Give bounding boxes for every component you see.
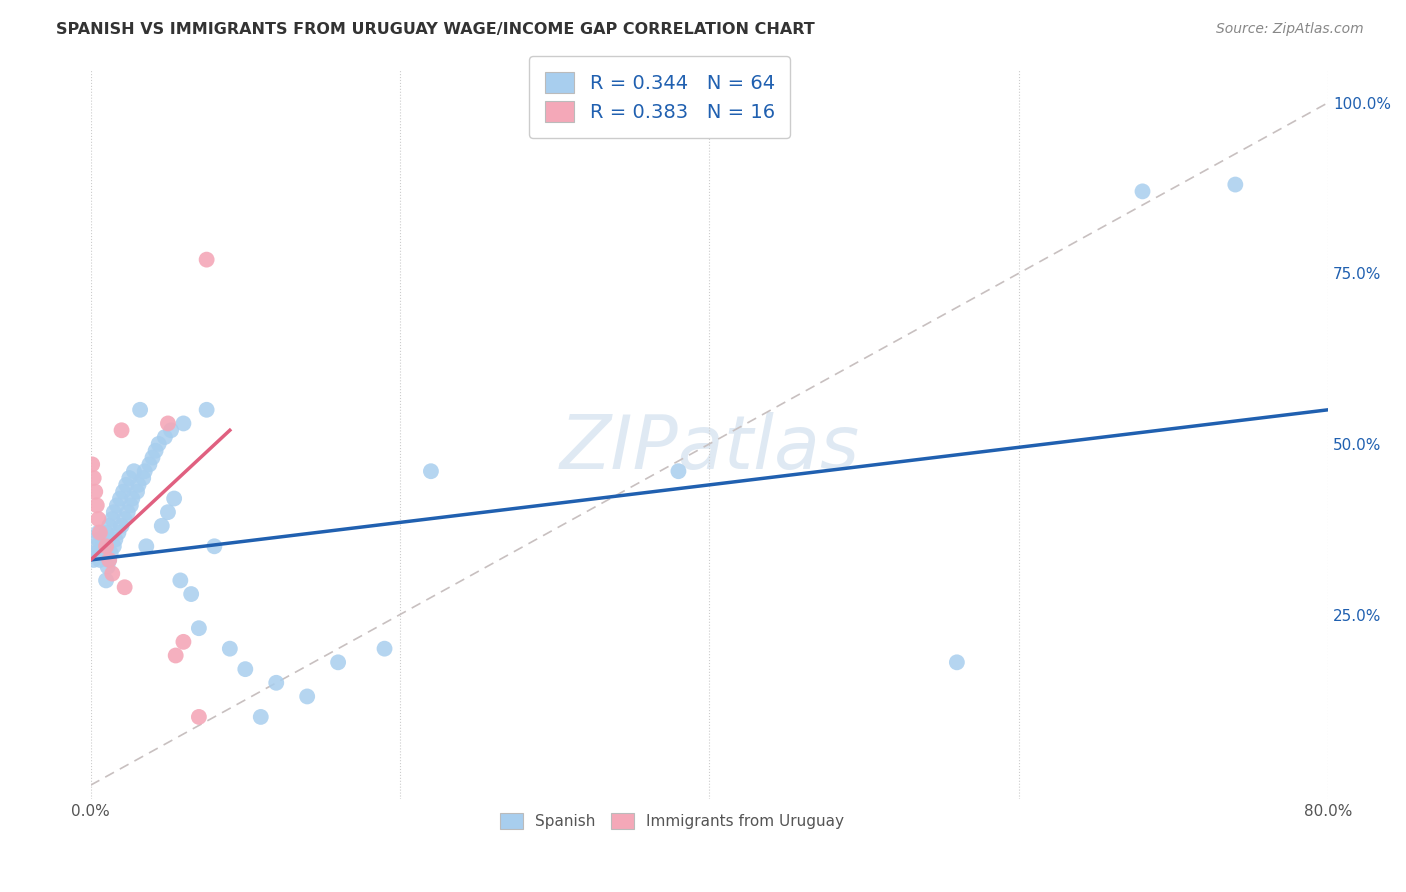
Point (141, 450, 163, 465)
Point (118, 471, 141, 485)
Point (103, 505, 125, 519)
Point (163, 491, 186, 506)
Point (90, 546, 112, 560)
Point (83, 553, 105, 567)
Point (264, 675, 287, 690)
Point (125, 484, 148, 499)
Point (101, 566, 124, 581)
Point (195, 252, 218, 267)
Point (104, 533, 127, 547)
Point (128, 478, 150, 492)
Point (101, 512, 124, 526)
Point (121, 491, 143, 506)
Point (120, 499, 142, 513)
Point (187, 621, 209, 635)
Point (84, 546, 107, 560)
Point (110, 423, 132, 437)
Point (98, 518, 121, 533)
Point (419, 464, 441, 478)
Point (373, 641, 395, 656)
Point (115, 478, 138, 492)
Point (103, 539, 125, 553)
Point (153, 430, 176, 444)
Point (82, 458, 104, 472)
Point (86, 539, 108, 553)
Point (156, 505, 179, 519)
Point (87, 533, 110, 547)
Point (97, 559, 120, 574)
Point (129, 402, 152, 417)
Point (150, 518, 173, 533)
Point (138, 458, 160, 472)
Point (202, 539, 225, 553)
Point (145, 443, 167, 458)
Point (165, 648, 187, 663)
Point (105, 499, 128, 513)
Point (148, 437, 170, 451)
Point (94, 574, 117, 588)
Point (100, 546, 122, 560)
Point (94, 539, 117, 553)
Point (668, 464, 690, 478)
Point (169, 574, 191, 588)
Point (135, 539, 157, 553)
Point (195, 402, 218, 417)
Point (295, 690, 318, 704)
Text: ZIPatlas: ZIPatlas (560, 412, 859, 484)
Point (160, 423, 183, 437)
Point (180, 587, 202, 601)
Point (89, 525, 111, 540)
Point (249, 710, 271, 724)
Point (172, 417, 194, 431)
Point (946, 656, 969, 670)
Point (94, 525, 117, 540)
Text: SPANISH VS IMMIGRANTS FROM URUGUAY WAGE/INCOME GAP CORRELATION CHART: SPANISH VS IMMIGRANTS FROM URUGUAY WAGE/… (56, 22, 815, 37)
Legend: Spanish, Immigrants from Uruguay: Spanish, Immigrants from Uruguay (494, 806, 851, 835)
Point (110, 518, 132, 533)
Point (218, 641, 240, 656)
Point (114, 512, 136, 526)
Point (134, 464, 156, 478)
Text: Source: ZipAtlas.com: Source: ZipAtlas.com (1216, 22, 1364, 37)
Point (98, 553, 121, 567)
Point (108, 491, 131, 506)
Point (187, 710, 209, 724)
Point (87, 512, 110, 526)
Point (112, 484, 135, 499)
Point (86, 499, 108, 513)
Point (89, 553, 111, 567)
Point (172, 635, 194, 649)
Point (83, 471, 105, 485)
Point (326, 656, 349, 670)
Point (114, 580, 136, 594)
Point (93, 533, 115, 547)
Point (107, 525, 129, 540)
Point (1132, 185, 1154, 199)
Point (156, 417, 179, 431)
Point (122, 464, 145, 478)
Point (87, 525, 110, 540)
Point (117, 505, 139, 519)
Point (233, 662, 256, 676)
Point (84, 484, 107, 499)
Point (98, 553, 121, 567)
Point (91, 539, 114, 553)
Point (132, 471, 155, 485)
Point (1225, 178, 1247, 192)
